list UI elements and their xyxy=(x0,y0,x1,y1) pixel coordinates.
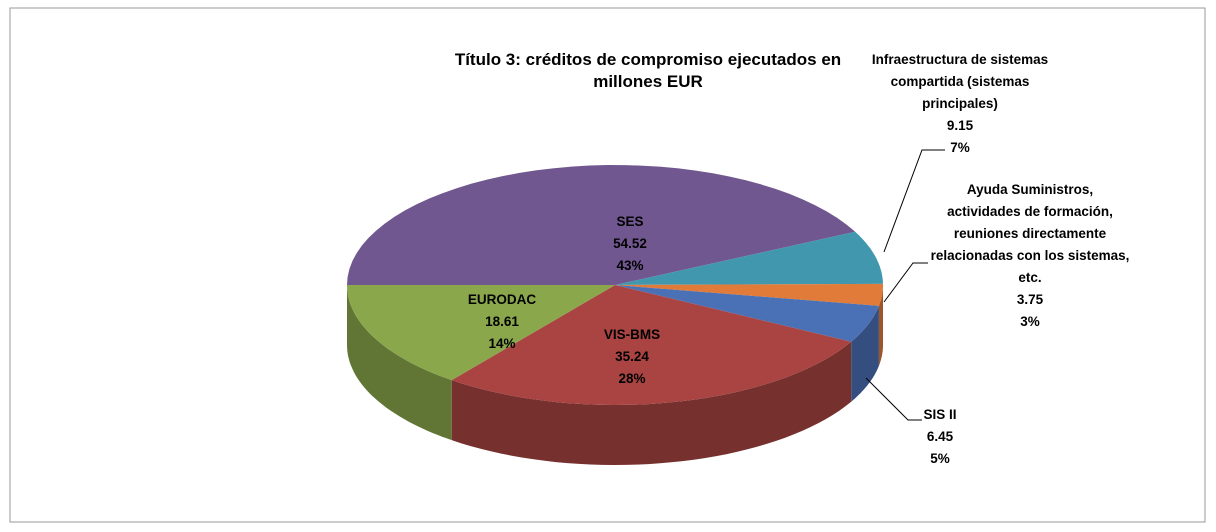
slice xyxy=(347,285,615,381)
category-label: Infraestructura de sistemas compartida (… xyxy=(871,52,1049,111)
value-label: 3.75 xyxy=(1016,292,1044,307)
pie xyxy=(347,165,883,465)
category-label: SIS II xyxy=(923,407,957,422)
slice-label: VIS-BMS 35.24 28% xyxy=(572,324,692,390)
slice xyxy=(615,231,883,285)
value-label: 35.24 xyxy=(615,349,649,364)
slice-label: Infraestructura de sistemas compartida (… xyxy=(853,49,1068,159)
leader-line xyxy=(883,262,928,303)
category-label: EURODAC xyxy=(467,292,537,307)
slice-label: Ayuda Suministros, actividades de formac… xyxy=(930,179,1130,333)
slice-side xyxy=(878,285,883,366)
value-label: 18.61 xyxy=(485,314,519,329)
percent-label: 43% xyxy=(616,258,644,273)
slice-side xyxy=(451,341,852,465)
category-label: VIS-BMS xyxy=(603,327,661,342)
category-label: SES xyxy=(616,214,644,229)
leader-line xyxy=(883,149,945,253)
slice xyxy=(615,285,879,342)
slice-label: SES 54.52 43% xyxy=(570,211,690,277)
slice-label: EURODAC 18.61 14% xyxy=(442,289,562,355)
slice-side xyxy=(851,305,879,402)
percent-label: 5% xyxy=(930,451,950,466)
slice xyxy=(615,283,883,306)
leader-line xyxy=(865,377,922,421)
value-label: 9.15 xyxy=(946,118,974,133)
value-label: 6.45 xyxy=(926,429,954,444)
value-label: 54.52 xyxy=(613,236,647,251)
percent-label: 14% xyxy=(488,336,516,351)
percent-label: 28% xyxy=(618,371,646,386)
slice-label: SIS II 6.45 5% xyxy=(890,404,990,470)
percent-label: 7% xyxy=(950,140,970,155)
slice-side xyxy=(347,285,452,441)
category-label: Ayuda Suministros, actividades de formac… xyxy=(930,182,1130,285)
slice xyxy=(451,285,852,405)
slice xyxy=(347,165,856,285)
percent-label: 3% xyxy=(1020,314,1040,329)
chart-title: Título 3: créditos de compromiso ejecuta… xyxy=(454,50,842,91)
